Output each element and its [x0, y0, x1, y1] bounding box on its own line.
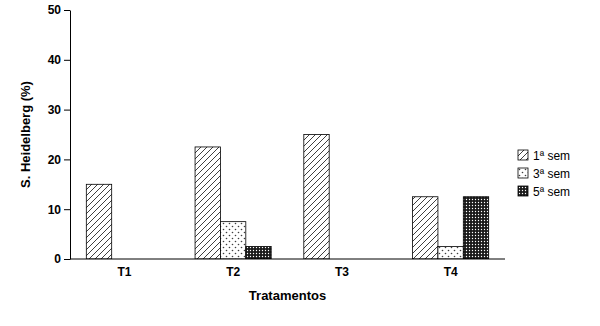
- legend-label: 1ª sem: [533, 149, 570, 163]
- tick-mark: [64, 159, 70, 160]
- bar: [304, 135, 329, 260]
- legend-swatch: [518, 186, 528, 196]
- bar: [463, 197, 488, 259]
- legend-swatch: [518, 150, 528, 160]
- chart-container: 0 10 20 30 40 50 T1 T2 T3 T4 Tratamentos S. Heidelb…: [0, 0, 600, 326]
- bars: [86, 135, 488, 260]
- tick-label: 10: [48, 203, 62, 217]
- tick-mark: [64, 10, 70, 11]
- tick-mark: [64, 60, 70, 61]
- bar: [413, 197, 438, 259]
- legend: 1ª sem 3ª sem 5ª sem: [518, 149, 570, 199]
- bar: [246, 247, 271, 259]
- bar: [220, 222, 245, 259]
- x-axis-title: Tratamentos: [249, 288, 326, 303]
- legend-item: 5ª sem: [518, 185, 570, 199]
- chart-svg: 0 10 20 30 40 50 T1 T2 T3 T4 Tratamentos S. Heidelb…: [0, 0, 600, 326]
- tick-label: T4: [444, 265, 458, 279]
- tick-mark: [64, 110, 70, 111]
- axis-line: [70, 11, 71, 260]
- tick-mark: [64, 209, 70, 210]
- tick-label: 50: [48, 3, 62, 17]
- y-axis: 0 10 20 30 40 50: [48, 3, 71, 266]
- tick: 50: [48, 3, 70, 17]
- tick-label: 40: [48, 53, 62, 67]
- tick: 30: [48, 103, 70, 117]
- legend-item: 3ª sem: [518, 167, 570, 181]
- tick-label: 20: [48, 153, 62, 167]
- legend-swatch: [518, 168, 528, 178]
- bar: [195, 147, 220, 259]
- y-axis-title: S. Heidelberg (%): [18, 81, 33, 188]
- legend-item: 1ª sem: [518, 149, 570, 163]
- tick: T2: [226, 265, 240, 279]
- x-axis: T1 T2 T3 T4: [70, 259, 505, 279]
- tick: T3: [335, 265, 349, 279]
- tick-label: 30: [48, 103, 62, 117]
- tick-label: T2: [226, 265, 240, 279]
- tick-label: T1: [117, 265, 131, 279]
- tick-label: 0: [54, 252, 61, 266]
- legend-label: 5ª sem: [533, 185, 570, 199]
- tick: 10: [48, 203, 70, 217]
- tick: T1: [117, 265, 131, 279]
- tick: 0: [54, 252, 70, 266]
- bar: [86, 184, 111, 259]
- axis-line: [70, 259, 505, 260]
- legend-label: 3ª sem: [533, 167, 570, 181]
- tick-label: T3: [335, 265, 349, 279]
- tick: 40: [48, 53, 70, 67]
- tick: T4: [444, 265, 458, 279]
- tick: 20: [48, 153, 70, 167]
- bar: [438, 247, 463, 259]
- tick-mark: [64, 259, 70, 260]
